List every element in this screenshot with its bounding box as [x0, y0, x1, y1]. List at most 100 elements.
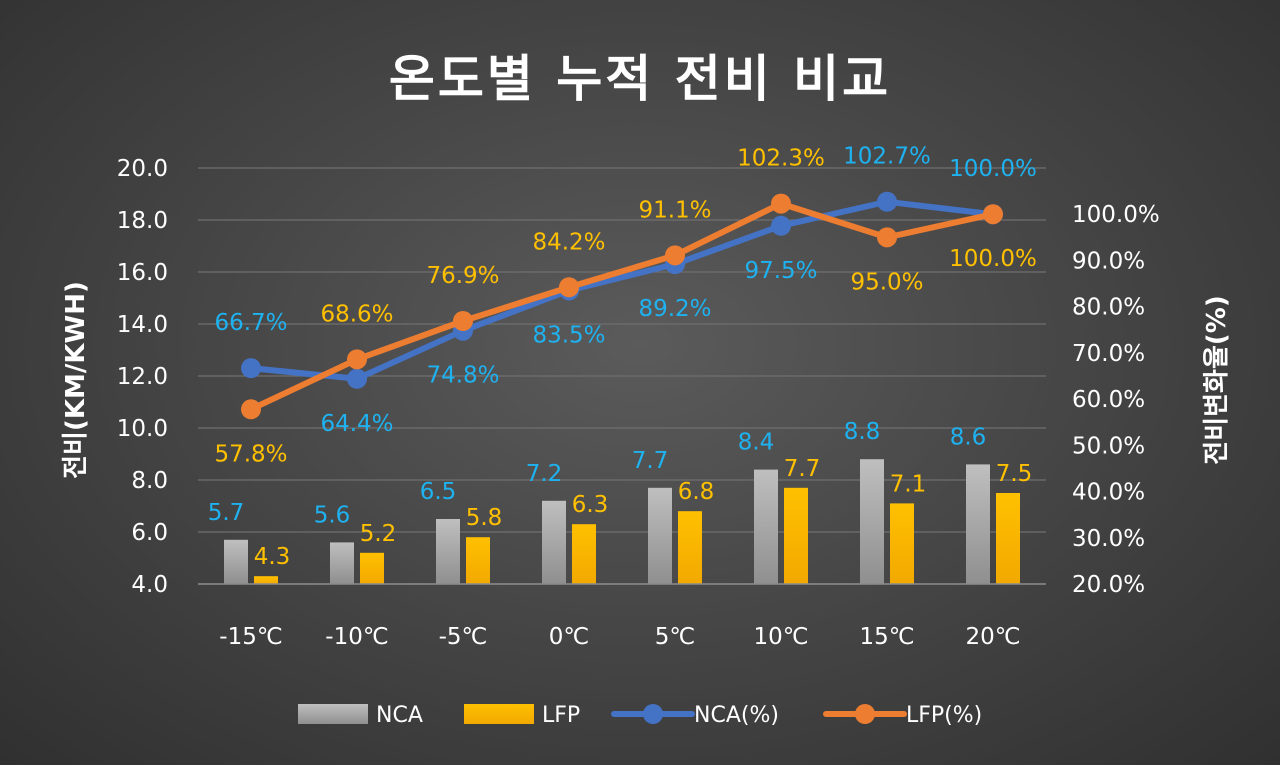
- x-tick-label: -15℃: [219, 624, 282, 650]
- legend-label: LFP: [542, 703, 580, 728]
- bar-label-lfp: 4.3: [254, 544, 291, 570]
- legend-swatch-nca: [298, 704, 368, 724]
- y-tick-label: 14.0: [117, 312, 168, 338]
- bar-label-lfp: 6.3: [572, 492, 609, 518]
- y-tick-label: 20.0: [117, 156, 168, 182]
- marker-nca(%): [771, 215, 791, 236]
- bar-label-nca: 5.7: [208, 500, 245, 526]
- x-tick-label: 0℃: [549, 624, 589, 650]
- bar-label-lfp: 5.8: [466, 505, 503, 531]
- x-tick-label: 5℃: [655, 624, 695, 650]
- bar-label-nca: 6.5: [420, 479, 457, 505]
- marker-lfp(%): [665, 245, 685, 266]
- bar-lfp: [572, 524, 596, 584]
- lines: [241, 191, 1003, 420]
- line-label-nca: 100.0%: [949, 156, 1037, 182]
- y-tick-label: 6.0: [131, 520, 168, 546]
- bar-label-lfp: 7.7: [784, 456, 821, 482]
- line-label-nca: 97.5%: [744, 258, 817, 284]
- legend-label: NCA(%): [694, 703, 779, 728]
- bar-label-lfp: 5.2: [360, 521, 397, 547]
- y-tick-label: 8.0: [131, 468, 168, 494]
- y2-tick-label: 90.0%: [1072, 248, 1145, 274]
- line-label-nca: 64.4%: [320, 411, 393, 437]
- marker-lfp(%): [983, 204, 1003, 225]
- y2-tick-label: 30.0%: [1072, 526, 1145, 552]
- bar-nca: [330, 542, 354, 584]
- bar-lfp: [254, 576, 278, 584]
- chart-title: 온도별 누적 전비 비교: [389, 50, 891, 108]
- line-label-lfp: 91.1%: [638, 197, 711, 223]
- bar-label-lfp: 6.8: [678, 479, 715, 505]
- bar-nca: [754, 469, 778, 584]
- line-nca(%): [248, 198, 996, 382]
- bar-nca: [648, 487, 672, 584]
- line-label-nca: 74.8%: [426, 363, 499, 389]
- bar-label-nca: 8.8: [844, 419, 881, 445]
- line-label-lfp: 68.6%: [320, 301, 393, 327]
- bar-label-lfp: 7.1: [890, 471, 927, 497]
- marker-nca(%): [877, 191, 897, 212]
- x-tick-label: 10℃: [753, 624, 808, 650]
- line-label-nca: 83.5%: [532, 322, 605, 348]
- x-tick-label: 20℃: [965, 624, 1020, 650]
- bar-lfp: [890, 503, 914, 584]
- marker-lfp(%): [453, 310, 473, 331]
- legend: NCA LFP NCA(%) LFP(%): [298, 703, 982, 728]
- line-label-nca: 102.7%: [843, 144, 931, 170]
- bar-lfp: [466, 537, 490, 584]
- line-label-lfp: 76.9%: [426, 263, 499, 289]
- y2-tick-label: 60.0%: [1072, 387, 1145, 413]
- marker-lfp(%): [347, 349, 367, 370]
- bar-label-nca: 7.7: [632, 448, 669, 474]
- marker-lfp(%): [771, 193, 791, 214]
- bar-nca: [860, 459, 884, 584]
- bar-label-nca: 5.6: [314, 502, 351, 528]
- y-axis-title: 전비(KM/KWH): [61, 281, 91, 479]
- bar-label-nca: 8.4: [738, 430, 775, 456]
- bars: [224, 459, 1020, 584]
- y2-tick-label: 20.0%: [1072, 572, 1145, 598]
- bar-nca: [542, 500, 566, 584]
- legend-label: LFP(%): [906, 703, 982, 728]
- bar-nca: [966, 464, 990, 584]
- y-tick-label: 16.0: [117, 260, 168, 286]
- line-label-lfp: 102.3%: [737, 146, 825, 172]
- marker-lfp(%): [559, 277, 579, 298]
- bar-label-nca: 7.2: [526, 461, 563, 487]
- bar-lfp: [360, 552, 384, 584]
- line-label-lfp: 100.0%: [949, 246, 1037, 272]
- y-tick-label: 4.0: [131, 572, 168, 598]
- y2-tick-label: 70.0%: [1072, 341, 1145, 367]
- line-label-lfp: 57.8%: [214, 441, 287, 467]
- line-label-lfp: 84.2%: [532, 229, 605, 255]
- axes: 4.0 6.0 8.0 10.0 12.0 14.0 16.0 18.0 20.0 20.0% 30…: [117, 156, 1160, 650]
- y-tick-label: 18.0: [117, 208, 168, 234]
- bar-lfp: [678, 511, 702, 584]
- bar-lfp: [996, 493, 1020, 584]
- bar-label-nca: 8.6: [950, 424, 987, 450]
- x-tick-label: -10℃: [325, 624, 388, 650]
- legend-label: NCA: [376, 703, 423, 728]
- marker-lfp(%): [241, 399, 261, 420]
- marker-lfp(%): [877, 227, 897, 248]
- line-label-lfp: 95.0%: [850, 269, 923, 295]
- y2-axis-title: 전비변화율(%): [1202, 295, 1232, 464]
- marker-nca(%): [347, 368, 367, 389]
- bar-nca: [436, 519, 460, 584]
- legend-marker: [855, 704, 875, 724]
- y-tick-label: 12.0: [117, 364, 168, 390]
- x-tick-label: -5℃: [439, 624, 488, 650]
- line-label-nca: 66.7%: [214, 310, 287, 336]
- bar-label-lfp: 7.5: [996, 461, 1033, 487]
- legend-swatch-lfp: [464, 704, 534, 724]
- legend-marker: [643, 704, 663, 724]
- data-labels: 5.7 5.6 6.5 7.2 7.7 8.4 8.8 8.6 4.3 5.2 5.8 6.3 6.8 7…: [208, 144, 1037, 570]
- marker-nca(%): [241, 358, 261, 379]
- line-lfp(%): [248, 200, 996, 413]
- bar-nca: [224, 539, 248, 584]
- y-tick-label: 10.0: [117, 416, 168, 442]
- bar-lfp: [784, 487, 808, 584]
- y2-tick-label: 80.0%: [1072, 295, 1145, 321]
